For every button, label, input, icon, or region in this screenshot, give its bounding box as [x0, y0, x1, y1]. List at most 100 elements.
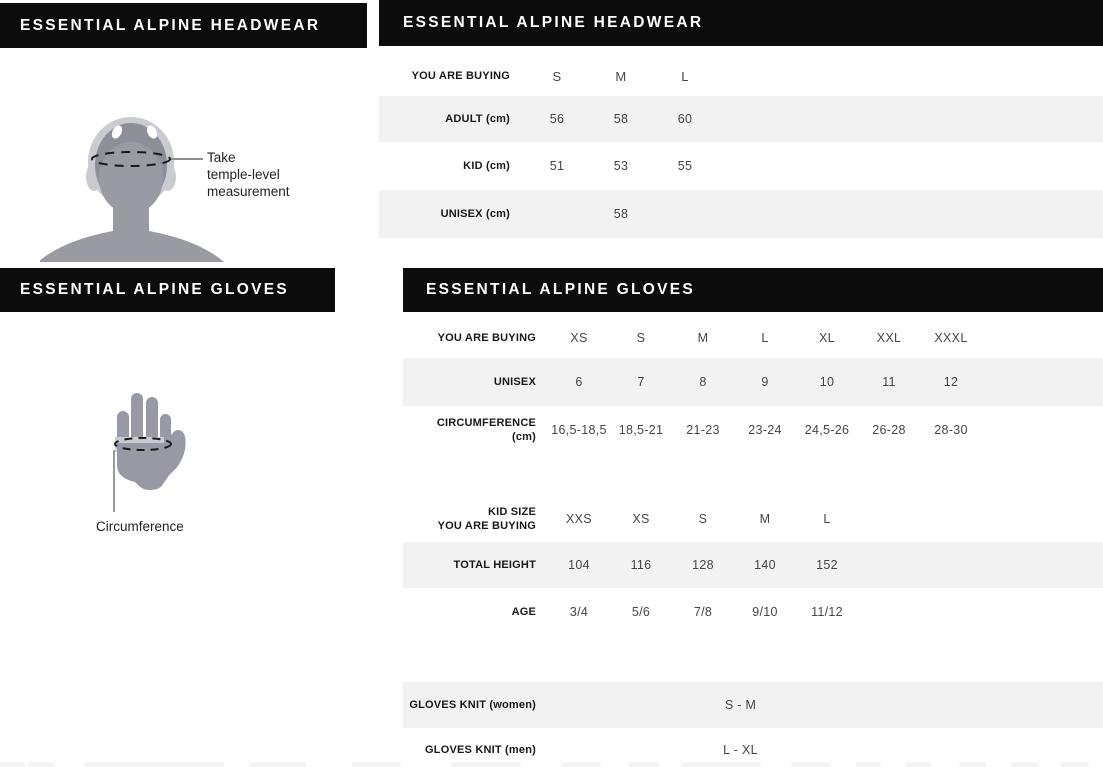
next-section-remnant: [629, 762, 659, 767]
cell-value: 58: [613, 207, 629, 221]
headwear-row-adult: ADULT (cm) 56 58 60: [379, 96, 1103, 142]
cell-value: 7: [637, 375, 645, 389]
row-label: GLOVES KNIT (men): [425, 744, 536, 756]
cell-value: 11/12: [811, 605, 843, 619]
next-section-remnant: [906, 762, 931, 767]
head-note-line-2: temple-level: [207, 167, 280, 182]
cell-value: 6: [575, 375, 583, 389]
gloves-banner-left-title: ESSENTIAL ALPINE GLOVES: [20, 281, 290, 298]
gloves-table-spacer: [403, 454, 1103, 496]
headwear-col-m: M: [615, 68, 627, 84]
gloves-you-are-buying-label: YOU ARE BUYING: [437, 332, 536, 344]
cell-value: 16,5-18,5: [551, 423, 607, 437]
gloves-row-circumference: CIRCUMFERENCE (cm) 16,5-18,5 18,5-21 21-…: [403, 406, 1103, 454]
circumference-label-line-2: (cm): [511, 431, 536, 443]
gloves-row-total-height: TOTAL HEIGHT 104 116 128 140 152: [403, 542, 1103, 588]
cell-value: 23-24: [748, 423, 782, 437]
gloves-col-xxl: XXL: [876, 331, 902, 345]
next-section-remnant: [561, 762, 601, 767]
cell-value: 51: [549, 159, 565, 173]
cell-value: 3/4: [569, 605, 589, 619]
circumference-dashed-line: [114, 437, 172, 451]
next-section-remnant: [28, 762, 55, 767]
cell-value: 9/10: [752, 605, 778, 619]
headwear-banner-right: ESSENTIAL ALPINE HEADWEAR: [379, 0, 1103, 46]
kid-col-m: M: [759, 512, 771, 526]
cell-value: 58: [613, 112, 629, 126]
kid-col-s: S: [698, 512, 708, 526]
headwear-banner-left: ESSENTIAL ALPINE HEADWEAR: [0, 3, 367, 48]
row-label: AGE: [511, 606, 536, 618]
headwear-you-are-buying-label: YOU ARE BUYING: [411, 70, 510, 82]
headwear-col-l: L: [681, 68, 689, 84]
kid-col-xs: XS: [632, 512, 650, 526]
circumference-label-line-1: CIRCUMFERENCE: [436, 417, 536, 429]
kid-size-you-are-buying-label: KID SIZE YOU ARE BUYING: [403, 505, 548, 533]
kid-col-xxs: XXS: [566, 512, 592, 526]
gloves-row-knit-men: GLOVES KNIT (men) L - XL: [403, 728, 1103, 767]
cell-value: 8: [699, 375, 707, 389]
knit-men-value: L - XL: [723, 743, 758, 757]
cell-value: 18,5-21: [618, 423, 664, 437]
cell-value: 21-23: [686, 423, 720, 437]
gloves-row-unisex: UNISEX 6 7 8 9 10 11 12: [403, 358, 1103, 406]
cell-value: 12: [943, 375, 959, 389]
row-label: ADULT (cm): [445, 113, 510, 125]
cell-value: 104: [568, 558, 590, 572]
next-section-remnant: [0, 762, 25, 767]
cell-value: 53: [613, 159, 629, 173]
headwear-row-unisex: UNISEX (cm) 58: [379, 190, 1103, 238]
cell-value: 11: [882, 375, 896, 389]
row-label: CIRCUMFERENCE (cm): [403, 416, 548, 444]
cell-value: 128: [692, 558, 714, 572]
next-section-remnant: [352, 762, 401, 767]
next-section-remnant: [681, 762, 761, 767]
cell-value: 7/8: [693, 605, 713, 619]
cell-value: 55: [677, 159, 693, 173]
next-section-remnant: [451, 762, 521, 767]
gloves-col-xxxl: XXXL: [934, 331, 968, 345]
cell-value: 10: [819, 375, 835, 389]
cell-value: 24,5-26: [804, 423, 850, 437]
gloves-row-knit-women: GLOVES KNIT (women) S - M: [403, 682, 1103, 728]
row-label: UNISEX: [493, 376, 536, 388]
next-section-remnant: [84, 762, 224, 767]
gloves-banner-right: ESSENTIAL ALPINE GLOVES: [403, 268, 1103, 312]
headwear-banner-left-title: ESSENTIAL ALPINE HEADWEAR: [20, 16, 321, 34]
next-section-remnant: [1061, 762, 1089, 767]
gloves-size-table: YOU ARE BUYING XS S M L XL XXL XXXL UNIS…: [403, 318, 1103, 767]
cell-value: 152: [816, 558, 838, 572]
kid-col-l: L: [823, 512, 831, 526]
head-note-line-3: measurement: [207, 184, 290, 199]
gloves-col-l: L: [761, 331, 769, 345]
cell-value: 60: [677, 112, 693, 126]
knit-women-value: S - M: [724, 698, 757, 712]
gloves-col-s: S: [636, 331, 646, 345]
next-section-remnant: [791, 762, 831, 767]
gloves-col-xl: XL: [819, 331, 835, 345]
next-section-remnant: [856, 762, 881, 767]
next-section-remnant: [959, 762, 986, 767]
head-measurement-illustration: [40, 117, 224, 262]
head-note-line-1: Take: [207, 150, 236, 165]
gloves-banner-left: ESSENTIAL ALPINE GLOVES: [0, 268, 335, 312]
gloves-table-spacer: [403, 636, 1103, 682]
hand-measurement-illustration: [114, 393, 186, 490]
row-label: GLOVES KNIT (women): [409, 699, 536, 711]
cell-value: 9: [761, 375, 769, 389]
gloves-row-age: AGE 3/4 5/6 7/8 9/10 11/12: [403, 588, 1103, 636]
headwear-row-kid: KID (cm) 51 53 55: [379, 142, 1103, 190]
gloves-col-m: M: [697, 331, 709, 345]
kid-header-line-1: KID SIZE: [487, 506, 536, 518]
cell-value: 116: [630, 558, 652, 572]
head-measurement-note: Take temple-level measurement: [207, 149, 290, 200]
cell-value: 56: [549, 112, 565, 126]
row-label: UNISEX (cm): [440, 208, 510, 220]
gloves-kid-header-row: KID SIZE YOU ARE BUYING XXS XS S M L: [403, 496, 1103, 542]
headwear-col-s: S: [552, 68, 562, 84]
next-section-remnant: [249, 762, 306, 767]
gloves-col-xs: XS: [570, 331, 588, 345]
hand-measurement-note: Circumference: [96, 519, 184, 534]
cell-value: 140: [754, 558, 776, 572]
